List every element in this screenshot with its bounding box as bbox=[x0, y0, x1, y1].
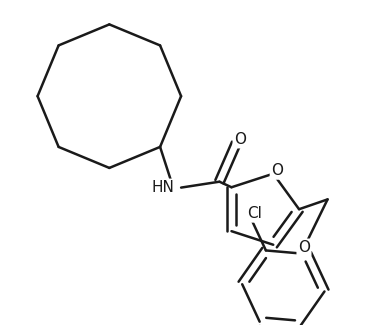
Text: HN: HN bbox=[152, 180, 175, 195]
Text: Cl: Cl bbox=[248, 206, 263, 221]
Text: O: O bbox=[271, 163, 283, 178]
Text: O: O bbox=[234, 132, 246, 147]
Text: O: O bbox=[298, 240, 310, 255]
